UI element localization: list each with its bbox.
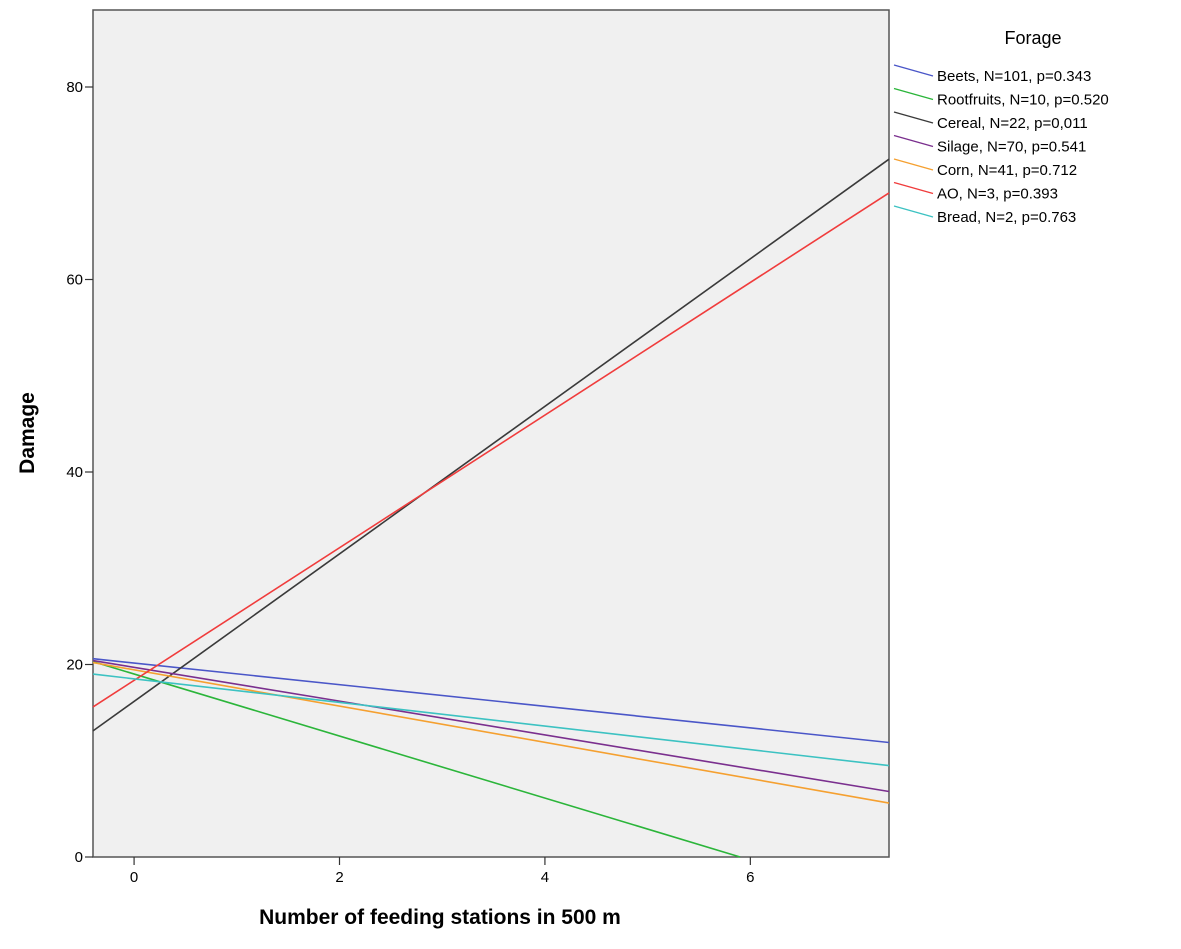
legend-label: Beets, N=101, p=0.343 bbox=[937, 68, 1091, 85]
series-line-2 bbox=[92, 660, 741, 858]
axis-layer: 0 20 40 60 80 0 2 4 6 bbox=[66, 79, 754, 886]
y-tick-label: 0 bbox=[75, 849, 83, 866]
x-tick-label: 6 bbox=[746, 869, 754, 886]
series-line-5 bbox=[92, 661, 890, 804]
series-line-3 bbox=[92, 158, 890, 732]
legend-label: Rootfruits, N=10, p=0.520 bbox=[937, 92, 1109, 109]
series-line-4 bbox=[92, 659, 890, 793]
legend-title: Forage bbox=[1004, 28, 1061, 48]
y-axis-title: Damage bbox=[16, 392, 39, 474]
x-tick-label: 0 bbox=[130, 869, 138, 886]
plot-area bbox=[92, 9, 890, 858]
legend-label: AO, N=3, p=0.393 bbox=[937, 186, 1058, 203]
legend-swatch bbox=[893, 205, 934, 218]
legend-label: Corn, N=41, p=0.712 bbox=[937, 162, 1077, 179]
y-tick-label: 20 bbox=[66, 657, 83, 674]
legend-swatch bbox=[893, 181, 934, 195]
x-tick-label: 4 bbox=[541, 869, 549, 886]
legend-label: Cereal, N=22, p=0,011 bbox=[937, 115, 1088, 132]
series-layer bbox=[92, 158, 890, 858]
y-tick-label: 80 bbox=[66, 79, 83, 96]
legend: Forage Beets, N=101, p=0.343 Rootfruits, … bbox=[893, 28, 1109, 226]
legend-swatch bbox=[893, 64, 934, 77]
series-line-6 bbox=[92, 192, 890, 708]
series-line-7 bbox=[92, 673, 890, 767]
legend-label: Bread, N=2, p=0.763 bbox=[937, 209, 1076, 226]
legend-swatch bbox=[893, 87, 934, 101]
x-axis-title: Number of feeding stations in 500 m bbox=[259, 906, 621, 929]
legend-label: Silage, N=70, p=0.541 bbox=[937, 139, 1086, 156]
series-line-1 bbox=[92, 657, 890, 744]
y-tick-label: 40 bbox=[66, 464, 83, 481]
legend-swatch bbox=[893, 134, 934, 148]
legend-swatch bbox=[893, 111, 934, 124]
y-tick-label: 60 bbox=[66, 272, 83, 289]
legend-swatch bbox=[893, 158, 934, 171]
x-tick-label: 2 bbox=[335, 869, 343, 886]
